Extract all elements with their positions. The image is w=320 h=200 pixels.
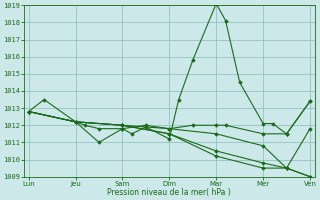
X-axis label: Pression niveau de la mer( hPa ): Pression niveau de la mer( hPa ) [108,188,231,197]
